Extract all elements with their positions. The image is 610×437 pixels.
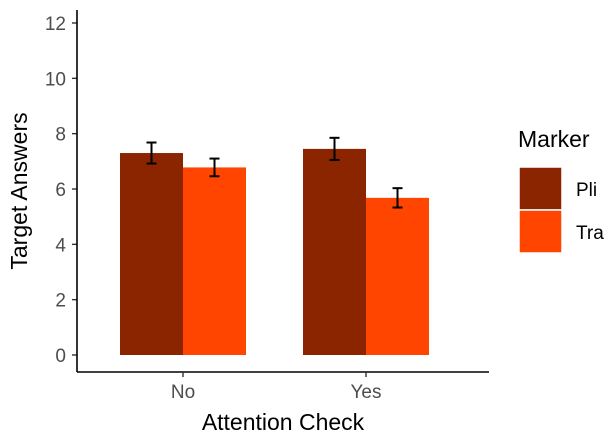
x-tick-label: No (171, 382, 195, 403)
legend-label-tra: Tra (576, 223, 604, 244)
y-tick-label: 0 (55, 346, 66, 367)
legend-swatch-tra (518, 209, 563, 254)
y-axis-ticks: 0 2 4 6 8 10 12 (45, 14, 77, 367)
x-tick-label: Yes (351, 382, 382, 403)
legend-swatch-pli (518, 166, 563, 211)
error-bar-pli-yes (329, 136, 340, 161)
error-bar-tra-yes (392, 187, 403, 209)
y-tick-label: 6 (55, 180, 66, 201)
bars (120, 148, 429, 355)
y-tick-label: 2 (55, 291, 66, 312)
bar-tra-no (183, 167, 246, 355)
legend: Marker Pli Tra (518, 126, 604, 254)
y-axis-title: Target Answers (6, 112, 32, 269)
y-tick-label: 10 (45, 69, 66, 90)
y-tick-label: 8 (55, 125, 66, 146)
y-tick-label: 4 (55, 235, 66, 256)
error-bar-pli-no (146, 141, 157, 165)
legend-label-pli: Pli (576, 180, 597, 201)
bar-tra-yes (366, 197, 429, 355)
y-tick-label: 12 (45, 14, 66, 35)
bar-pli-no (120, 153, 183, 355)
x-axis-ticks: No Yes (171, 372, 382, 403)
error-bars (146, 136, 403, 209)
x-axis-title: Attention Check (202, 409, 365, 435)
legend-title: Marker (518, 126, 590, 152)
error-bar-tra-no (209, 157, 220, 178)
bar-pli-yes (303, 148, 366, 355)
